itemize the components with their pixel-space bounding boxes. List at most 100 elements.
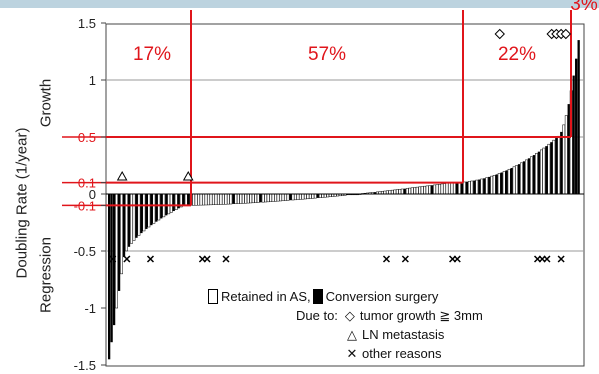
marker-other-reasons xyxy=(146,255,155,263)
bar-retained xyxy=(318,193,322,198)
bar-retained xyxy=(246,193,250,204)
bar-retained xyxy=(490,175,494,195)
legend: Retained in AS, Conversion surgery Due t… xyxy=(208,287,483,363)
bar-conversion xyxy=(575,58,578,194)
y-tick-label-6: -0.5 xyxy=(74,244,96,259)
bar-conversion xyxy=(373,192,377,194)
bar-retained xyxy=(147,193,151,228)
bar-retained xyxy=(202,193,205,206)
legend-conversion: Conversion surgery xyxy=(325,289,439,304)
bar-retained xyxy=(395,189,399,195)
bar-conversion xyxy=(155,194,158,222)
bar-conversion xyxy=(460,182,464,194)
bar-retained xyxy=(443,183,446,195)
bar-retained xyxy=(313,193,317,199)
bar-retained xyxy=(393,189,397,195)
bar-retained xyxy=(450,182,454,195)
x-icon: ✕ xyxy=(346,345,358,361)
bar-retained xyxy=(194,193,198,206)
legend-tumor-growth: tumor growth ≧ 3mm xyxy=(359,307,483,323)
bar-retained xyxy=(236,193,240,204)
y-tick-label-1: 1 xyxy=(89,73,96,88)
bar-conversion xyxy=(259,194,262,203)
marker-other-reasons xyxy=(222,255,230,263)
marker-ln-metastasis xyxy=(116,170,128,181)
bar-conversion xyxy=(403,188,406,194)
bar-conversion xyxy=(505,170,508,194)
bar-retained xyxy=(132,193,136,241)
bar-retained xyxy=(497,173,501,195)
bar-retained xyxy=(249,193,253,204)
bar-conversion xyxy=(495,174,498,194)
bar-retained xyxy=(261,193,265,203)
marker-other-reasons xyxy=(123,255,131,263)
bar-retained xyxy=(204,193,208,206)
bar-retained xyxy=(266,193,270,203)
triangle-icon: △ xyxy=(347,326,357,342)
bar-retained xyxy=(467,181,471,195)
bar-retained xyxy=(207,193,210,206)
y-tick-label-4: 0 xyxy=(89,187,96,202)
bar-retained xyxy=(502,171,506,195)
bar-conversion xyxy=(346,194,349,196)
bar-retained xyxy=(485,177,489,195)
bar-retained xyxy=(251,193,255,204)
diamond-icon: ◇ xyxy=(344,307,355,323)
bar-retained xyxy=(453,182,456,195)
bar-retained xyxy=(152,193,156,224)
bar-conversion xyxy=(135,194,138,238)
bar-conversion xyxy=(577,40,580,194)
bar-retained xyxy=(433,184,436,195)
marker-other-reasons xyxy=(557,255,565,263)
marker-tumor-growth xyxy=(494,28,505,40)
bar-retained xyxy=(142,193,146,232)
legend-row-growth: Due to: ◇ tumor growth ≧ 3mm xyxy=(296,306,483,325)
bar-retained xyxy=(562,124,566,195)
region-label-0: 17% xyxy=(133,44,171,65)
marker-other-reasons xyxy=(109,255,117,263)
bar-retained xyxy=(296,193,300,200)
y-tick-label-7: -1 xyxy=(84,301,96,316)
bar-retained xyxy=(418,186,422,195)
bar-conversion xyxy=(500,172,503,194)
bar-retained xyxy=(423,185,427,195)
bar-conversion xyxy=(316,194,319,198)
bar-retained xyxy=(438,184,441,195)
bar-retained xyxy=(428,185,431,195)
bar-retained xyxy=(321,193,325,198)
bar-conversion xyxy=(177,194,180,209)
bar-retained xyxy=(512,166,516,195)
y-tick-label-5: -0.1 xyxy=(74,198,96,213)
bar-retained xyxy=(115,193,118,309)
conversion-swatch xyxy=(312,289,323,304)
bar-retained xyxy=(217,193,220,205)
bar-retained xyxy=(445,183,449,195)
bar-conversion xyxy=(555,138,558,194)
bar-retained xyxy=(525,159,528,195)
bar-conversion xyxy=(488,176,491,194)
bar-retained xyxy=(209,193,213,206)
bar-retained xyxy=(308,193,312,199)
y-axis-label: Doubling Rate (1/year) xyxy=(13,127,31,279)
bar-conversion xyxy=(517,164,521,194)
bar-retained xyxy=(241,193,245,204)
bar-retained xyxy=(520,162,523,195)
bar-retained xyxy=(542,147,546,195)
bar-retained xyxy=(130,193,133,244)
bar-retained xyxy=(564,115,568,195)
bar-retained xyxy=(301,193,305,200)
bar-retained xyxy=(264,193,268,203)
bar-conversion xyxy=(430,185,434,194)
bar-retained xyxy=(276,193,280,202)
bar-conversion xyxy=(545,146,548,194)
bar-conversion xyxy=(172,194,175,212)
bar-retained xyxy=(547,143,551,195)
bar-conversion xyxy=(140,194,143,234)
bar-retained xyxy=(470,180,474,195)
bar-conversion xyxy=(122,194,126,258)
legend-row-bars: Retained in AS, Conversion surgery xyxy=(208,287,483,306)
bar-retained xyxy=(388,190,392,195)
bar-retained xyxy=(294,193,297,201)
bar-conversion xyxy=(455,182,459,194)
legend-ln-metastasis: LN metastasis xyxy=(362,327,445,342)
